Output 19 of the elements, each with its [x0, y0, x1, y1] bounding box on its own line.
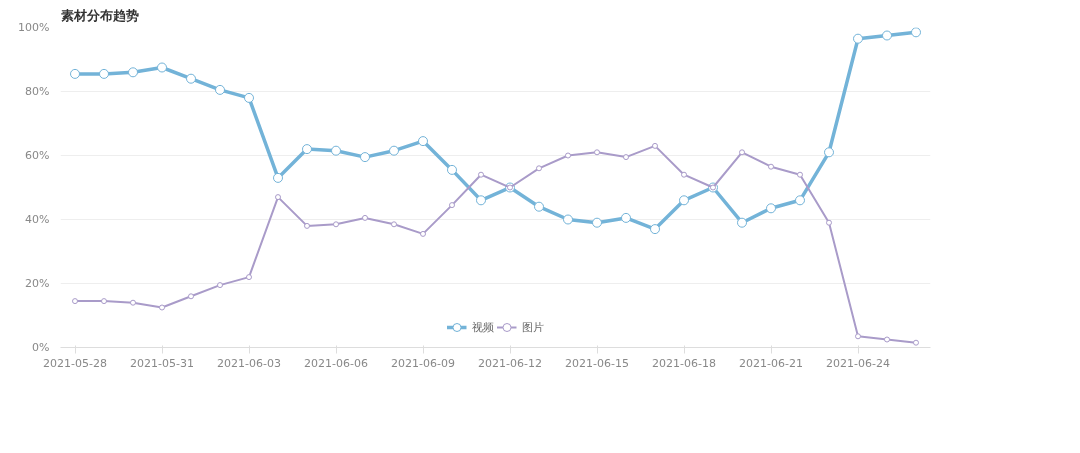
x-tick-label: 2021-05-28 — [43, 356, 107, 370]
x-tick-label: 2021-05-31 — [130, 356, 194, 370]
x-tick-label: 2021-06-24 — [826, 356, 890, 370]
y-tick-label: 100% — [18, 21, 50, 34]
legend-label: 视频 — [471, 319, 494, 335]
y-tick-label: 0% — [32, 341, 50, 354]
y-tick-label: 20% — [25, 277, 50, 290]
x-tick-label: 2021-06-18 — [652, 356, 716, 370]
x-tick-label: 2021-06-12 — [478, 356, 542, 370]
x-tick-label: 2021-06-15 — [565, 356, 629, 370]
x-tick-label: 2021-06-06 — [304, 356, 368, 370]
y-tick-label: 40% — [25, 213, 50, 226]
y-tick-label: 60% — [25, 149, 50, 162]
y-tick-label: 80% — [25, 85, 50, 98]
x-tick-label: 2021-06-21 — [739, 356, 803, 370]
legend-label: 图片 — [521, 319, 544, 335]
x-tick-label: 2021-06-09 — [391, 356, 455, 370]
x-tick-label: 2021-06-03 — [217, 356, 281, 370]
chart-title: 素材分布趋势 — [60, 7, 139, 23]
